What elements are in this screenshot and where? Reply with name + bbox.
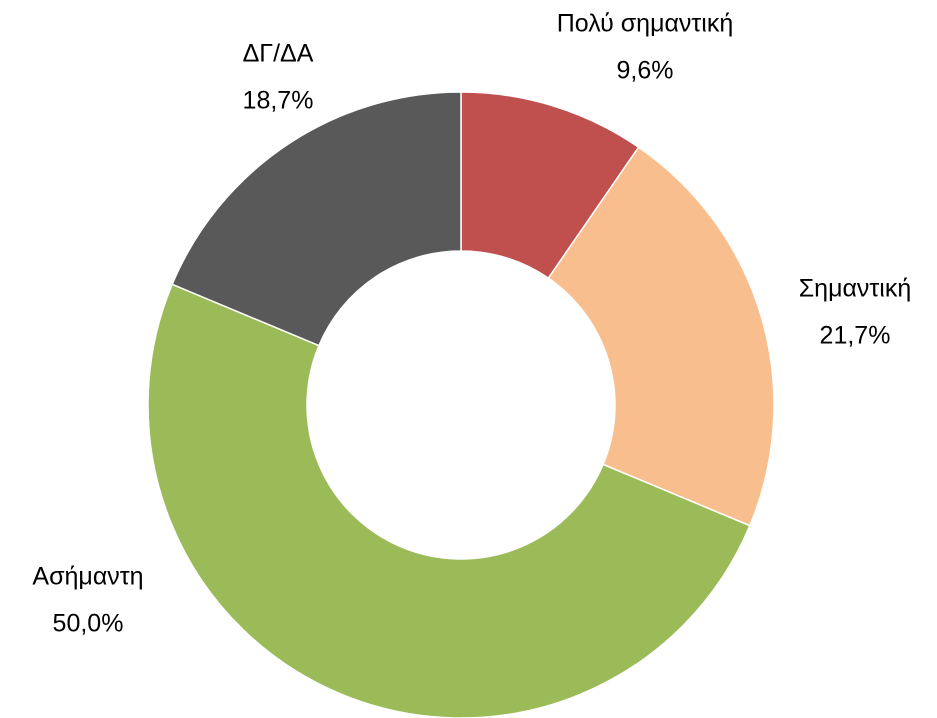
slice-label: Ασήμαντη — [32, 563, 143, 591]
slice-value-label: 21,7% — [820, 322, 891, 350]
slice-value-label: 50,0% — [53, 610, 124, 638]
donut-slice — [171, 91, 462, 347]
slice-value-label: 18,7% — [243, 87, 314, 115]
donut-slice — [147, 283, 751, 718]
slice-label: ΔΓ/ΔΑ — [243, 40, 314, 68]
donut-slice — [547, 146, 775, 527]
slice-label: Σημαντική — [799, 275, 912, 303]
slice-label: Πολύ σημαντική — [557, 10, 734, 38]
slice-value-label: 9,6% — [617, 57, 674, 85]
